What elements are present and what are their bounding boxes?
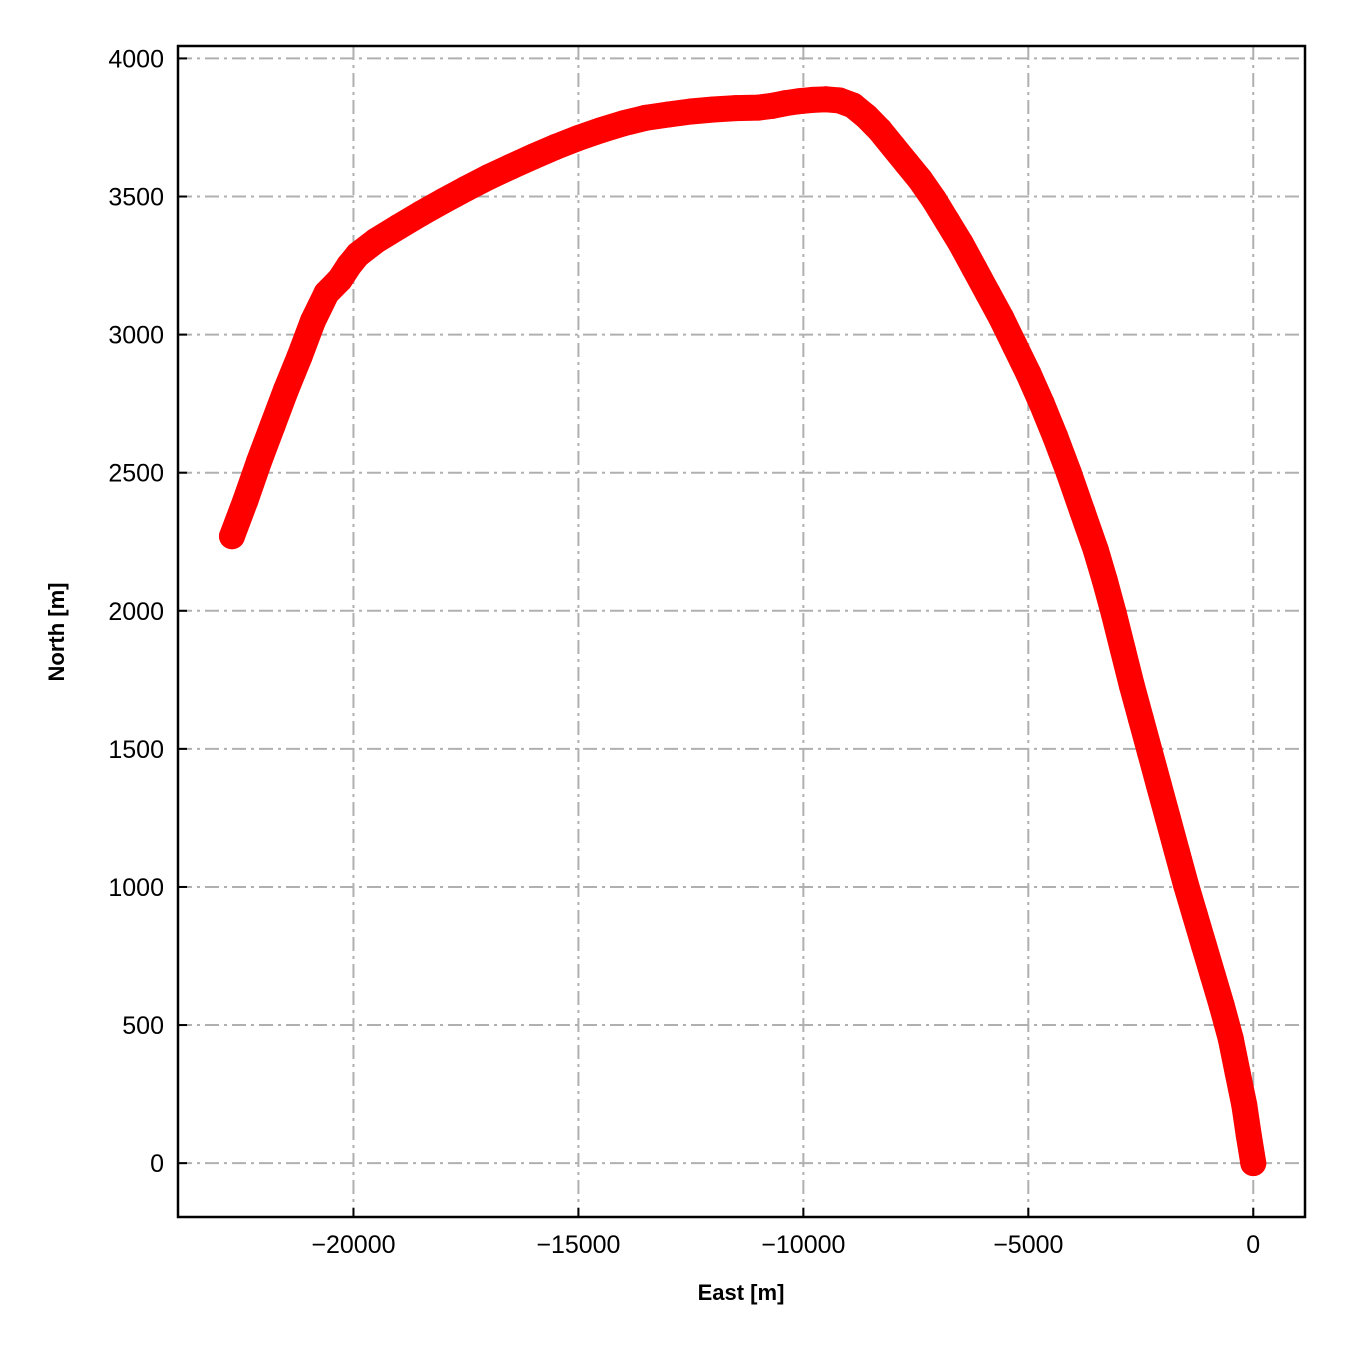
data-point xyxy=(1231,1092,1258,1119)
data-point xyxy=(1028,390,1055,417)
trajectory-line xyxy=(219,86,1267,1177)
data-point xyxy=(286,343,313,370)
data-point xyxy=(259,412,286,439)
x-tick-label: −20000 xyxy=(311,1231,395,1259)
data-point xyxy=(1091,567,1118,594)
y-tick-label: 2000 xyxy=(108,598,164,626)
data-point xyxy=(1181,901,1208,928)
data-point xyxy=(722,95,749,122)
y-tick-label: 1500 xyxy=(108,736,164,764)
data-point xyxy=(313,280,340,307)
data-point xyxy=(1069,498,1096,525)
data-point xyxy=(1208,992,1235,1019)
data-point xyxy=(1199,962,1226,989)
data-point xyxy=(700,96,727,123)
data-point xyxy=(655,101,682,128)
data-point xyxy=(988,305,1015,332)
data-point xyxy=(1240,1150,1267,1177)
data-point xyxy=(1190,931,1217,958)
data-point xyxy=(245,448,272,475)
data-point xyxy=(1015,360,1042,387)
grid xyxy=(178,46,1305,1217)
data-point xyxy=(542,133,569,160)
y-tick-label: 500 xyxy=(122,1012,164,1040)
y-tick-label: 3500 xyxy=(108,184,164,212)
x-tick-label: 0 xyxy=(1246,1231,1260,1259)
data-point xyxy=(430,187,457,214)
y-tick-label: 0 xyxy=(150,1150,164,1178)
data-point xyxy=(745,94,772,121)
data-point xyxy=(218,523,245,550)
data-point xyxy=(1154,804,1181,831)
data-point xyxy=(934,208,961,235)
data-point xyxy=(961,255,988,282)
data-point xyxy=(1145,771,1172,798)
data-point xyxy=(974,280,1001,307)
data-point xyxy=(1224,1059,1251,1086)
data-point xyxy=(520,143,547,170)
data-point xyxy=(1217,1025,1244,1052)
data-point xyxy=(1001,332,1028,359)
plot-frame xyxy=(176,44,1307,1219)
y-tick-label: 4000 xyxy=(108,45,164,73)
data-point xyxy=(587,117,614,144)
x-tick-label: −5000 xyxy=(993,1231,1063,1259)
data-point xyxy=(385,213,412,240)
data-point xyxy=(632,104,659,131)
data-point xyxy=(452,175,479,202)
data-point xyxy=(362,227,389,254)
y-axis-label: North [m] xyxy=(44,583,69,682)
y-tick-label: 1000 xyxy=(108,874,164,902)
data-point xyxy=(920,186,947,213)
data-point xyxy=(1100,600,1127,627)
data-point xyxy=(947,230,974,257)
data-point xyxy=(1042,423,1069,450)
data-point xyxy=(272,376,299,403)
data-point xyxy=(1109,636,1136,663)
x-tick-label: −10000 xyxy=(761,1231,845,1259)
data-point xyxy=(1235,1122,1262,1149)
y-tick-label: 3000 xyxy=(108,322,164,350)
data-point xyxy=(1127,705,1154,732)
data-point xyxy=(1163,838,1190,865)
data-point xyxy=(1136,738,1163,765)
data-point xyxy=(407,200,434,227)
x-axis-label: East [m] xyxy=(698,1280,785,1305)
data-point xyxy=(497,153,524,180)
data-point xyxy=(232,487,259,514)
data-point xyxy=(610,110,637,137)
data-point xyxy=(299,307,326,334)
data-point xyxy=(475,164,502,191)
data-point xyxy=(1118,672,1145,699)
data-point xyxy=(1082,537,1109,564)
x-tick-label: −15000 xyxy=(536,1231,620,1259)
data-point xyxy=(1172,871,1199,898)
data-point xyxy=(677,98,704,125)
y-tick-label: 2500 xyxy=(108,460,164,488)
data-series xyxy=(218,86,1267,1177)
data-point xyxy=(565,124,592,151)
axis-ticks: −20000 −15000 −10000 −5000 0 0 500 1000 1500 2000… xyxy=(108,45,1260,1259)
data-point xyxy=(1055,459,1082,486)
